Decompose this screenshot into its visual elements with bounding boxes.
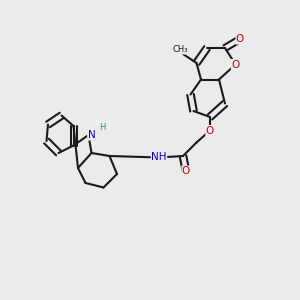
Text: O: O (231, 59, 240, 70)
Text: N: N (88, 130, 95, 140)
Text: O: O (236, 34, 244, 44)
Text: O: O (206, 125, 214, 136)
Text: CH₃: CH₃ (172, 45, 188, 54)
Text: H: H (99, 123, 105, 132)
Text: NH: NH (151, 152, 167, 163)
Text: O: O (182, 166, 190, 176)
